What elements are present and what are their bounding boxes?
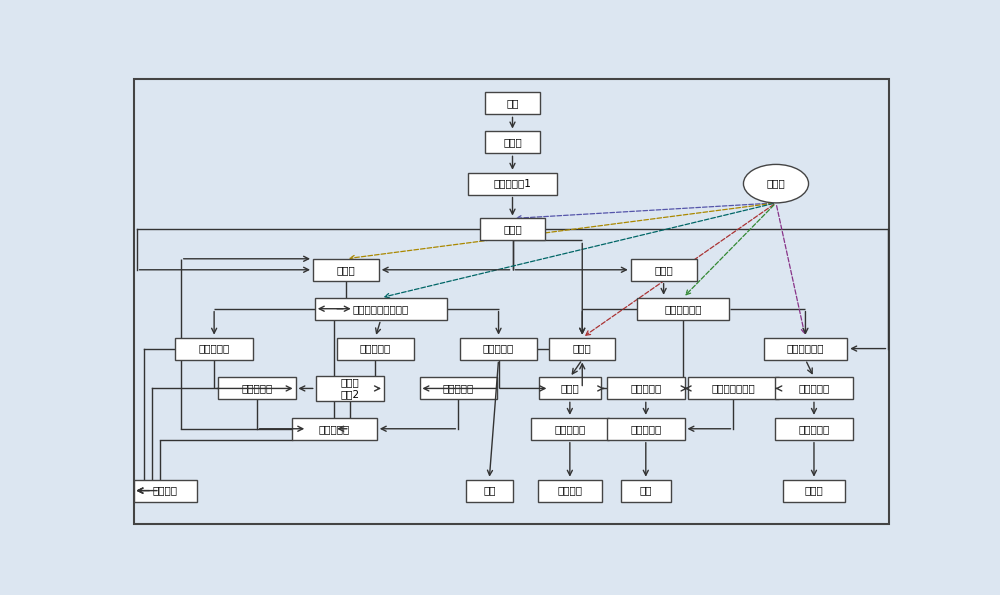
FancyBboxPatch shape bbox=[549, 337, 615, 359]
FancyBboxPatch shape bbox=[313, 259, 379, 281]
Text: 调浆桶: 调浆桶 bbox=[573, 343, 592, 353]
FancyBboxPatch shape bbox=[468, 173, 557, 195]
FancyBboxPatch shape bbox=[531, 418, 609, 440]
Text: 中矸磁选机: 中矸磁选机 bbox=[443, 383, 474, 393]
Text: 重介精煤: 重介精煤 bbox=[153, 486, 178, 496]
FancyBboxPatch shape bbox=[315, 298, 447, 320]
Text: 尾煤: 尾煤 bbox=[640, 486, 652, 496]
Text: 煤泥桶: 煤泥桶 bbox=[654, 265, 673, 275]
Text: 精煤压滤机: 精煤压滤机 bbox=[554, 424, 585, 434]
FancyBboxPatch shape bbox=[783, 480, 845, 502]
Text: 辊压破碎机1: 辊压破碎机1 bbox=[494, 178, 531, 189]
FancyBboxPatch shape bbox=[688, 377, 779, 399]
FancyBboxPatch shape bbox=[292, 418, 377, 440]
Text: 循环水: 循环水 bbox=[767, 178, 785, 189]
Text: 精煤弧形筛: 精煤弧形筛 bbox=[798, 383, 830, 393]
Text: 除铁器: 除铁器 bbox=[503, 137, 522, 148]
Text: 中煤脱介筛: 中煤脱介筛 bbox=[360, 343, 391, 353]
Text: 沉降过滤离心机: 沉降过滤离心机 bbox=[712, 383, 755, 393]
FancyBboxPatch shape bbox=[775, 377, 853, 399]
FancyBboxPatch shape bbox=[539, 377, 601, 399]
Text: 精煤脱介筛: 精煤脱介筛 bbox=[198, 343, 230, 353]
Text: 精煤离心机: 精煤离心机 bbox=[798, 424, 830, 434]
FancyBboxPatch shape bbox=[607, 377, 685, 399]
Text: 浮选精煤: 浮选精煤 bbox=[557, 486, 582, 496]
Text: 矸石: 矸石 bbox=[483, 486, 496, 496]
Text: 精煤磁选机: 精煤磁选机 bbox=[241, 383, 272, 393]
Text: 尾煤浓缩机: 尾煤浓缩机 bbox=[630, 383, 661, 393]
FancyBboxPatch shape bbox=[218, 377, 296, 399]
FancyBboxPatch shape bbox=[485, 92, 540, 114]
FancyBboxPatch shape bbox=[485, 131, 540, 154]
FancyBboxPatch shape bbox=[134, 480, 197, 502]
Text: 尾煤压滤机: 尾煤压滤机 bbox=[630, 424, 661, 434]
Text: 脱泥筛: 脱泥筛 bbox=[503, 224, 522, 234]
FancyBboxPatch shape bbox=[466, 480, 512, 502]
FancyBboxPatch shape bbox=[607, 418, 685, 440]
Text: 辊压破
碎机2: 辊压破 碎机2 bbox=[340, 378, 359, 399]
FancyBboxPatch shape bbox=[775, 418, 853, 440]
Text: 分级旋流器组: 分级旋流器组 bbox=[664, 303, 702, 314]
FancyBboxPatch shape bbox=[637, 298, 729, 320]
Text: 三产品重介质旋流器: 三产品重介质旋流器 bbox=[353, 303, 409, 314]
FancyBboxPatch shape bbox=[621, 480, 671, 502]
FancyBboxPatch shape bbox=[631, 259, 697, 281]
Text: 矸石脱介筛: 矸石脱介筛 bbox=[483, 343, 514, 353]
FancyBboxPatch shape bbox=[538, 480, 602, 502]
Text: 中煤: 中煤 bbox=[506, 98, 519, 108]
Text: 浮选机: 浮选机 bbox=[560, 383, 579, 393]
Circle shape bbox=[743, 164, 809, 203]
Text: 混料桶: 混料桶 bbox=[336, 265, 355, 275]
FancyBboxPatch shape bbox=[337, 337, 414, 359]
FancyBboxPatch shape bbox=[764, 337, 847, 359]
FancyBboxPatch shape bbox=[316, 375, 384, 401]
Text: 干扰床分选机: 干扰床分选机 bbox=[787, 343, 824, 353]
FancyBboxPatch shape bbox=[480, 218, 545, 240]
FancyBboxPatch shape bbox=[175, 337, 253, 359]
Text: 合格介质桶: 合格介质桶 bbox=[319, 424, 350, 434]
FancyBboxPatch shape bbox=[420, 377, 497, 399]
Text: 粗精煤: 粗精煤 bbox=[805, 486, 823, 496]
FancyBboxPatch shape bbox=[460, 337, 537, 359]
